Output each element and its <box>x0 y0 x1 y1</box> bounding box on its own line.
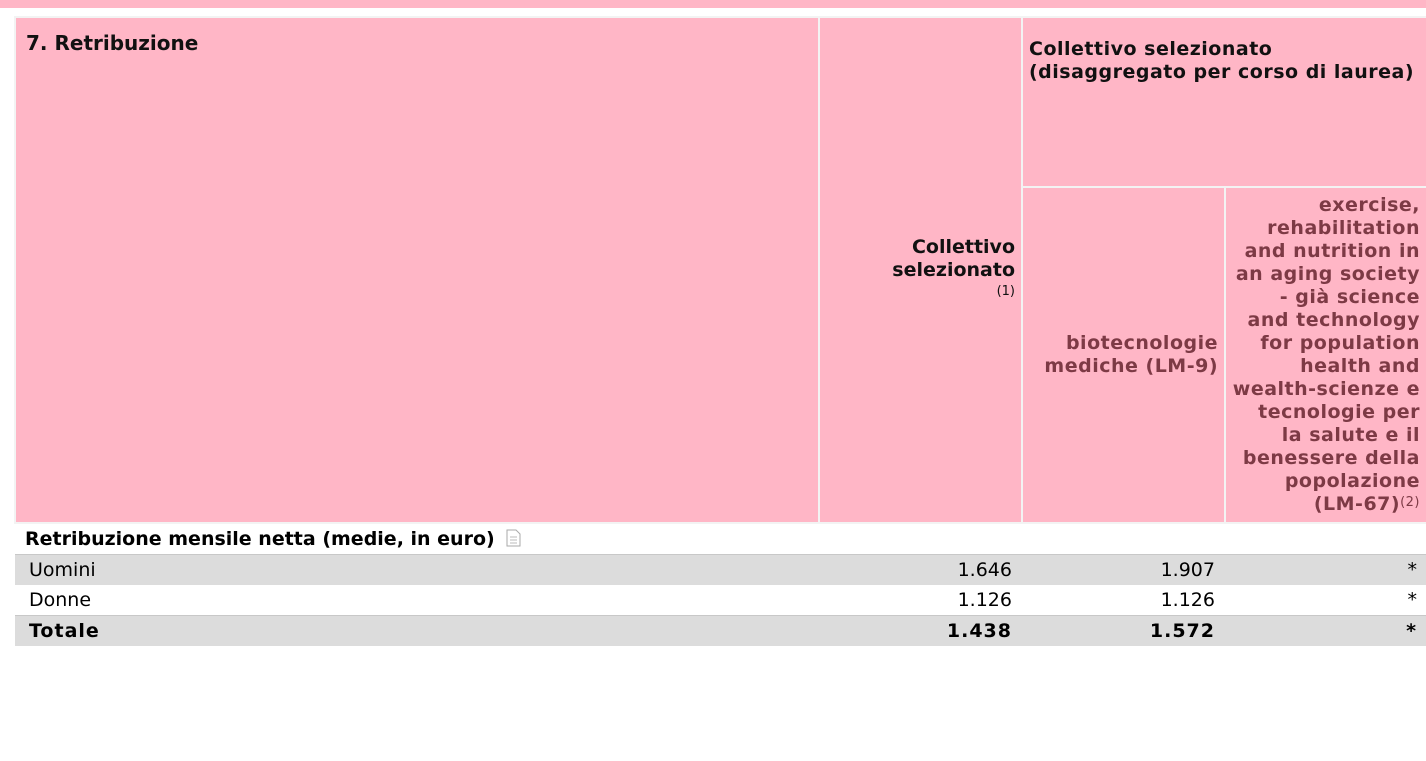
table-title: 7. Retribuzione <box>14 16 820 524</box>
cell-value: 1.907 <box>1022 554 1225 585</box>
cell-value: * <box>1407 589 1418 611</box>
section-text: Retribuzione mensile netta (medie, in eu… <box>25 528 495 550</box>
info-icon[interactable] <box>505 529 521 547</box>
header-text: Collettivo selezionato (disaggregato per… <box>1029 38 1415 83</box>
header-course: exercise, rehabilitation and nutrition i… <box>1224 186 1426 524</box>
cell-value: 1.438 <box>819 615 1022 646</box>
header-course: biotecnologie mediche (LM-9) <box>1021 186 1226 524</box>
data-row: Uomini 1.646 1.907 * <box>15 554 1426 585</box>
cell-value: 1.646 <box>819 554 1022 585</box>
salary-table: 7. Retribuzione Collettivo selezionato (1… <box>14 16 1426 646</box>
section-row: Retribuzione mensile netta (medie, in eu… <box>15 523 1426 555</box>
cell-value: * <box>1225 554 1426 585</box>
note: (2) <box>1400 495 1420 510</box>
cell-value: * <box>1225 615 1426 646</box>
row-label: Donne <box>29 589 92 611</box>
cell-value: 1.572 <box>1022 615 1225 646</box>
data-row: Donne 1.126 1.126 * <box>15 585 1426 616</box>
cell-value: 1.126 <box>957 589 1012 611</box>
header-group: Collettivo selezionato (disaggregato per… <box>1021 16 1426 188</box>
table-body: Uomini 1.646 1.907 * Donne 1.126 1.126 * Totale 1… <box>15 554 1426 646</box>
row-label: Uomini <box>15 554 819 585</box>
header-collettivo: Collettivo selezionato (1) <box>818 16 1023 524</box>
cell-value: 1.126 <box>1160 589 1215 611</box>
header-text: exercise, rehabilitation and nutrition i… <box>1232 194 1420 515</box>
row-label: Totale <box>15 615 819 646</box>
title-text: 7. Retribuzione <box>26 31 199 55</box>
header-text: biotecnologie mediche (LM-9) <box>1044 332 1218 377</box>
note: (1) <box>996 283 1015 299</box>
data-row: Totale 1.438 1.572 * <box>15 615 1426 646</box>
top-strip <box>0 0 1426 8</box>
header-text: Collettivo selezionato <box>892 235 1015 281</box>
